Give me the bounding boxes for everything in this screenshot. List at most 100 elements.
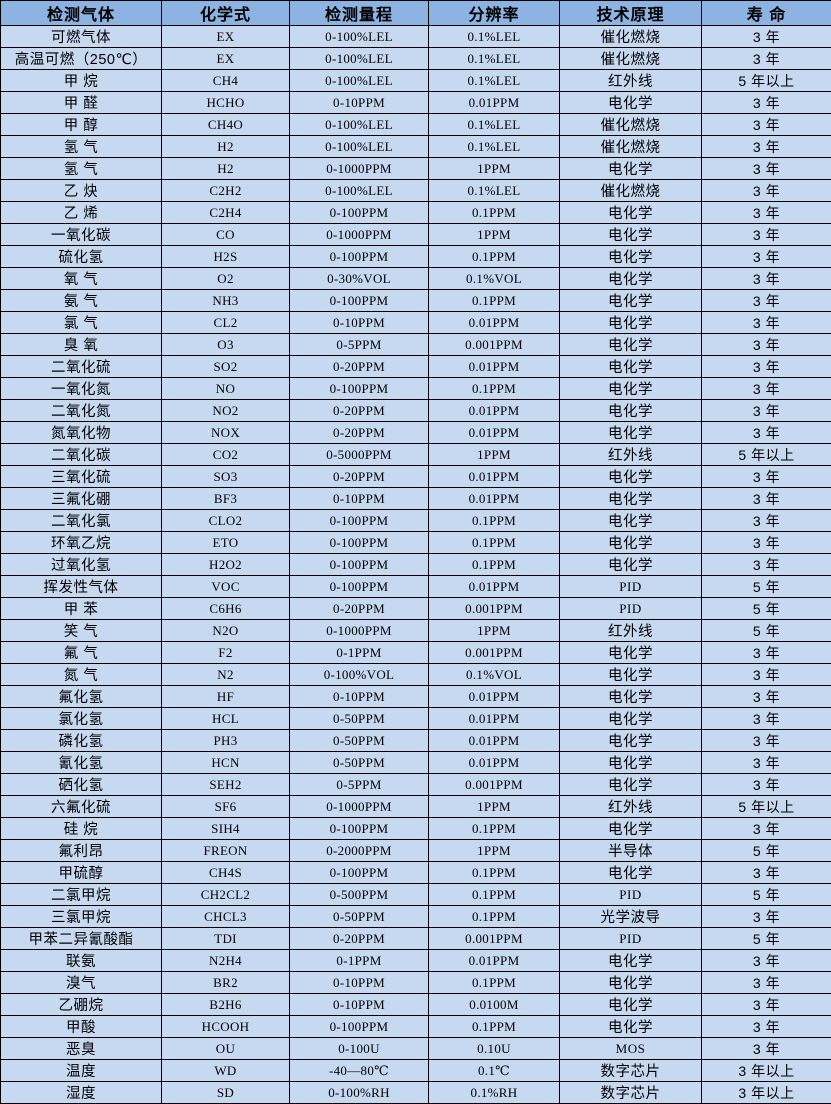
cell-formula: CO — [162, 224, 290, 246]
column-header-principle: 技术原理 — [560, 1, 702, 26]
cell-life: 3 年 — [702, 972, 831, 994]
cell-life: 3 年 — [702, 532, 831, 554]
cell-formula: SF6 — [162, 796, 290, 818]
cell-principle: 半导体 — [560, 840, 702, 862]
cell-resolution: 1PPM — [429, 158, 560, 180]
cell-resolution: 0.10U — [429, 1038, 560, 1060]
cell-formula: CH4 — [162, 70, 290, 92]
cell-name: 硅 烷 — [1, 818, 162, 840]
cell-principle: 电化学 — [560, 862, 702, 884]
cell-resolution: 0.1PPM — [429, 202, 560, 224]
cell-resolution: 0.001PPM — [429, 928, 560, 950]
cell-resolution: 0.1%LEL — [429, 48, 560, 70]
cell-life: 3 年 — [702, 818, 831, 840]
cell-resolution: 0.001PPM — [429, 334, 560, 356]
cell-range: 0-10PPM — [290, 972, 429, 994]
cell-name: 二氧化硫 — [1, 356, 162, 378]
cell-range: 0-1000PPM — [290, 620, 429, 642]
cell-principle: 电化学 — [560, 312, 702, 334]
cell-resolution: 0.01PPM — [429, 708, 560, 730]
cell-formula: SO3 — [162, 466, 290, 488]
cell-name: 甲 烷 — [1, 70, 162, 92]
cell-life: 3 年 — [702, 730, 831, 752]
cell-principle: 电化学 — [560, 554, 702, 576]
cell-resolution: 0.1%LEL — [429, 136, 560, 158]
cell-range: 0-50PPM — [290, 730, 429, 752]
cell-formula: NH3 — [162, 290, 290, 312]
cell-range: 0-100PPM — [290, 202, 429, 224]
cell-principle: 电化学 — [560, 510, 702, 532]
cell-name: 磷化氢 — [1, 730, 162, 752]
cell-range: -40—80℃ — [290, 1060, 429, 1082]
cell-principle: 电化学 — [560, 158, 702, 180]
cell-name: 氯 气 — [1, 312, 162, 334]
cell-range: 0-10PPM — [290, 92, 429, 114]
cell-principle: 催化燃烧 — [560, 180, 702, 202]
cell-resolution: 0.01PPM — [429, 422, 560, 444]
cell-range: 0-100PPM — [290, 576, 429, 598]
cell-resolution: 0.01PPM — [429, 488, 560, 510]
cell-life: 3 年 — [702, 708, 831, 730]
cell-principle: MOS — [560, 1038, 702, 1060]
cell-life: 3 年 — [702, 1016, 831, 1038]
cell-resolution: 0.01PPM — [429, 312, 560, 334]
cell-principle: 电化学 — [560, 400, 702, 422]
cell-principle: 红外线 — [560, 70, 702, 92]
cell-life: 3 年 — [702, 268, 831, 290]
cell-formula: N2H4 — [162, 950, 290, 972]
cell-formula: HCN — [162, 752, 290, 774]
cell-name: 三氟化硼 — [1, 488, 162, 510]
cell-formula: CH2CL2 — [162, 884, 290, 906]
cell-principle: PID — [560, 928, 702, 950]
cell-principle: 电化学 — [560, 268, 702, 290]
cell-formula: EX — [162, 48, 290, 70]
cell-range: 0-100PPM — [290, 862, 429, 884]
cell-resolution: 0.01PPM — [429, 730, 560, 752]
cell-formula: N2 — [162, 664, 290, 686]
cell-formula: EX — [162, 26, 290, 48]
cell-principle: 电化学 — [560, 994, 702, 1016]
header-row: 检测气体 化学式 检测量程 分辨率 技术原理 寿 命 — [1, 1, 831, 26]
cell-formula: CH4S — [162, 862, 290, 884]
cell-formula: NO — [162, 378, 290, 400]
cell-life: 3 年 — [702, 642, 831, 664]
cell-resolution: 0.1PPM — [429, 862, 560, 884]
cell-principle: 电化学 — [560, 774, 702, 796]
cell-principle: 电化学 — [560, 1016, 702, 1038]
column-header-resolution: 分辨率 — [429, 1, 560, 26]
cell-name: 氮氧化物 — [1, 422, 162, 444]
cell-formula: OU — [162, 1038, 290, 1060]
cell-name: 三氧化硫 — [1, 466, 162, 488]
cell-name: 湿度 — [1, 1082, 162, 1104]
column-header-gas-name: 检测气体 — [1, 1, 162, 26]
cell-formula: HCHO — [162, 92, 290, 114]
cell-formula: NO2 — [162, 400, 290, 422]
column-header-life: 寿 命 — [702, 1, 831, 26]
cell-range: 0-100PPM — [290, 818, 429, 840]
cell-resolution: 0.001PPM — [429, 642, 560, 664]
cell-name: 甲苯二异氰酸酯 — [1, 928, 162, 950]
cell-formula: C6H6 — [162, 598, 290, 620]
cell-life: 3 年 — [702, 554, 831, 576]
cell-name: 二氧化碳 — [1, 444, 162, 466]
cell-resolution: 0.01PPM — [429, 356, 560, 378]
cell-name: 甲酸 — [1, 1016, 162, 1038]
cell-resolution: 1PPM — [429, 224, 560, 246]
cell-range: 0-20PPM — [290, 356, 429, 378]
cell-resolution: 0.1%LEL — [429, 26, 560, 48]
